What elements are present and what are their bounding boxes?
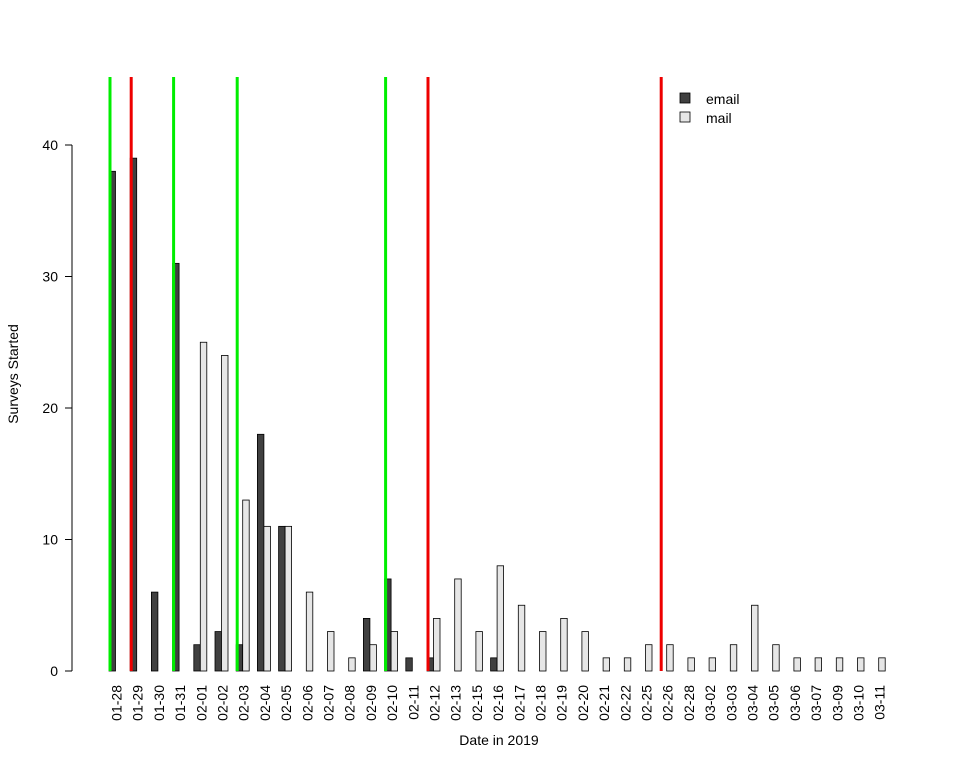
x-tick-label-03-10: 03-10 bbox=[851, 685, 867, 721]
bar-mail-02-19 bbox=[560, 618, 568, 672]
bar-mail-02-18 bbox=[539, 631, 547, 672]
legend: email mail bbox=[679, 91, 739, 126]
bar-mail-02-16 bbox=[496, 565, 505, 672]
bar-mail-02-12 bbox=[433, 618, 441, 672]
y-axis-title: Surveys Started bbox=[5, 324, 21, 424]
x-tick-label-02-26: 02-26 bbox=[660, 685, 676, 721]
bar-email-01-30 bbox=[150, 591, 159, 672]
x-tick-label-03-03: 03-03 bbox=[723, 685, 739, 721]
bar-mail-03-11 bbox=[878, 657, 886, 672]
vertical-lines-layer bbox=[108, 77, 663, 671]
bar-mail-02-09 bbox=[369, 644, 377, 672]
bar-email-02-04 bbox=[256, 433, 265, 672]
bar-mail-03-04 bbox=[751, 604, 759, 672]
y-tick-label-20: 20 bbox=[42, 400, 58, 416]
bar-mail-03-10 bbox=[857, 657, 865, 672]
y-axis: 0 10 20 30 40 bbox=[42, 137, 73, 679]
bar-email-02-05 bbox=[278, 525, 286, 672]
bar-mail-03-05 bbox=[772, 644, 780, 672]
x-tick-label-02-12: 02-12 bbox=[427, 685, 443, 721]
x-tick-label-02-07: 02-07 bbox=[321, 685, 337, 721]
x-tick-label-02-03: 02-03 bbox=[236, 685, 252, 721]
x-tick-label-03-05: 03-05 bbox=[766, 685, 782, 721]
legend-label-email: email bbox=[706, 91, 739, 107]
y-tick-label-10: 10 bbox=[42, 532, 58, 548]
bar-mail-02-25 bbox=[645, 644, 653, 672]
legend-label-mail: mail bbox=[706, 110, 732, 126]
x-tick-label-02-11: 02-11 bbox=[405, 685, 421, 720]
bar-mail-03-02 bbox=[708, 657, 716, 672]
bar-mail-02-26 bbox=[666, 644, 674, 672]
x-tick-label-03-06: 03-06 bbox=[787, 685, 803, 721]
x-tick-label-02-04: 02-04 bbox=[257, 685, 273, 721]
x-tick-label-01-29: 01-29 bbox=[130, 685, 146, 721]
bar-mail-02-21 bbox=[602, 657, 610, 672]
x-tick-label-01-31: 01-31 bbox=[172, 685, 188, 721]
bar-mail-03-07 bbox=[814, 657, 822, 672]
x-tick-label-02-28: 02-28 bbox=[681, 685, 697, 721]
x-tick-label-02-20: 02-20 bbox=[575, 685, 591, 721]
x-tick-label-02-08: 02-08 bbox=[342, 685, 358, 721]
y-tick-label-30: 30 bbox=[42, 269, 58, 285]
bar-mail-03-03 bbox=[729, 644, 738, 672]
x-tick-label-02-25: 02-25 bbox=[639, 685, 655, 721]
bar-mail-03-06 bbox=[793, 657, 801, 672]
bar-mail-02-28 bbox=[687, 657, 695, 672]
x-tick-label-03-04: 03-04 bbox=[745, 685, 761, 721]
bar-mail-02-08 bbox=[348, 657, 356, 672]
bar-mail-02-22 bbox=[623, 657, 632, 672]
bar-mail-02-07 bbox=[327, 631, 335, 672]
bar-mail-02-03 bbox=[242, 499, 250, 672]
x-tick-label-02-17: 02-17 bbox=[511, 685, 527, 721]
bar-email-02-02 bbox=[214, 631, 222, 672]
bar-mail-03-09 bbox=[835, 657, 844, 672]
bar-mail-02-15 bbox=[475, 631, 483, 672]
bar-mail-02-10 bbox=[390, 631, 399, 672]
bar-mail-02-20 bbox=[581, 631, 589, 672]
bar-mail-02-05 bbox=[284, 525, 293, 672]
x-tick-label-02-15: 02-15 bbox=[469, 685, 485, 721]
x-tick-label-02-02: 02-02 bbox=[215, 685, 231, 721]
x-axis-title: Date in 2019 bbox=[459, 732, 539, 748]
bar-email-02-16 bbox=[490, 657, 498, 672]
x-tick-label-03-07: 03-07 bbox=[808, 685, 824, 721]
bar-mail-02-02 bbox=[221, 354, 229, 672]
bar-mail-02-13 bbox=[454, 578, 462, 672]
x-tick-label-02-09: 02-09 bbox=[363, 685, 379, 721]
bars-layer bbox=[108, 157, 886, 672]
x-tick-label-02-05: 02-05 bbox=[278, 685, 294, 721]
bar-mail-02-01 bbox=[199, 341, 208, 672]
legend-swatch-email bbox=[679, 92, 691, 104]
x-tick-label-02-18: 02-18 bbox=[533, 685, 549, 721]
x-tick-label-02-01: 02-01 bbox=[193, 685, 209, 721]
bar-email-02-11 bbox=[405, 657, 413, 672]
x-tick-label-02-06: 02-06 bbox=[299, 685, 315, 721]
x-tick-label-02-19: 02-19 bbox=[554, 685, 570, 721]
bar-mail-02-17 bbox=[517, 604, 526, 672]
x-tick-label-02-16: 02-16 bbox=[490, 685, 506, 721]
y-tick-label-40: 40 bbox=[42, 137, 58, 153]
x-tick-label-02-21: 02-21 bbox=[596, 685, 612, 721]
x-tick-label-01-28: 01-28 bbox=[109, 685, 125, 721]
x-tick-label-01-30: 01-30 bbox=[151, 685, 167, 721]
bar-email-02-01 bbox=[193, 644, 201, 672]
x-tick-label-03-02: 03-02 bbox=[702, 685, 718, 721]
bar-mail-02-04 bbox=[263, 525, 271, 672]
x-tick-label-03-11: 03-11 bbox=[872, 685, 888, 720]
x-tick-label-03-09: 03-09 bbox=[829, 685, 845, 721]
bar-mail-02-06 bbox=[305, 591, 314, 672]
y-tick-label-0: 0 bbox=[50, 663, 58, 679]
x-tick-label-02-13: 02-13 bbox=[448, 685, 464, 721]
x-axis: 01-28 01-29 01-30 01-31 02-01 02-02 02-03 02-04… bbox=[109, 685, 888, 721]
x-tick-label-02-22: 02-22 bbox=[617, 685, 633, 721]
x-tick-label-02-10: 02-10 bbox=[384, 685, 400, 721]
legend-swatch-mail bbox=[679, 111, 691, 123]
bar-email-02-09 bbox=[362, 618, 371, 672]
